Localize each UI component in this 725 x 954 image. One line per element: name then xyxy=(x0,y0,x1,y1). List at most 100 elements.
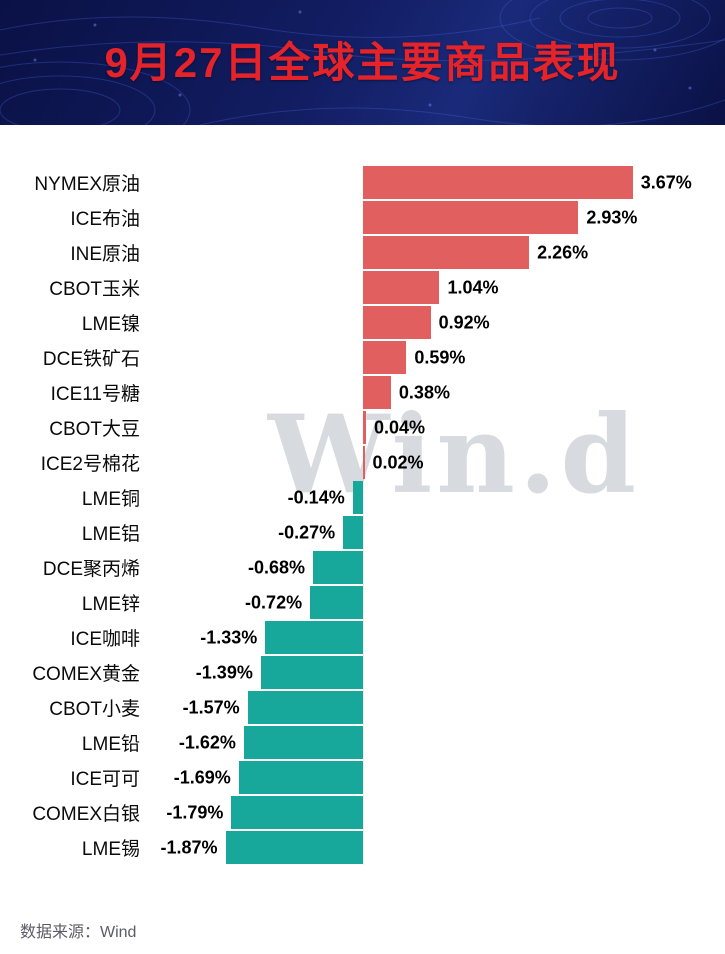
bar xyxy=(313,551,363,584)
category-label: CBOT大豆 xyxy=(49,419,140,440)
bar xyxy=(243,726,363,759)
bar xyxy=(363,201,579,234)
category-label: LME镍 xyxy=(81,314,140,335)
bar-plot: 2.93% xyxy=(150,200,725,235)
value-label: -0.27% xyxy=(278,522,336,542)
bar-plot: 0.04% xyxy=(150,410,725,445)
table-row: LME铝 -0.27% xyxy=(0,515,725,550)
wind-watermark: Win.d xyxy=(268,392,641,518)
table-row: ICE可可 -1.69% xyxy=(0,760,725,795)
bar xyxy=(238,761,363,794)
bar xyxy=(225,831,363,864)
bar-plot: -1.39% xyxy=(150,655,725,690)
category-label: CBOT小麦 xyxy=(49,699,140,720)
bar xyxy=(363,341,407,374)
table-row: ICE咖啡 -1.33% xyxy=(0,620,725,655)
category-label: NYMEX原油 xyxy=(34,174,140,195)
bar xyxy=(363,411,366,444)
bar xyxy=(363,306,431,339)
bar-plot: -1.87% xyxy=(150,830,725,865)
value-label: 0.38% xyxy=(398,382,450,402)
value-label: -0.72% xyxy=(245,592,303,612)
value-label: 2.93% xyxy=(586,207,638,227)
category-label: ICE可可 xyxy=(70,769,140,790)
header-banner: 9月27日全球主要商品表现 xyxy=(0,0,725,125)
bar-plot: -0.27% xyxy=(150,515,725,550)
table-row: COMEX白银 -1.79% xyxy=(0,795,725,830)
bar-plot: 0.59% xyxy=(150,340,725,375)
bar-plot: 0.38% xyxy=(150,375,725,410)
table-row: CBOT小麦 -1.57% xyxy=(0,690,725,725)
category-label: LME铜 xyxy=(81,489,140,510)
category-label: ICE11号糖 xyxy=(50,384,140,405)
bar-plot: -1.57% xyxy=(150,690,725,725)
value-label: -1.33% xyxy=(200,627,258,647)
bar-plot: 0.92% xyxy=(150,305,725,340)
value-label: -1.79% xyxy=(166,802,224,822)
value-label: -1.39% xyxy=(195,662,253,682)
value-label: 1.04% xyxy=(447,277,499,297)
category-label: LME锌 xyxy=(81,594,140,615)
value-label: -0.14% xyxy=(287,487,345,507)
value-label: -1.87% xyxy=(160,837,218,857)
bar-plot: 1.04% xyxy=(150,270,725,305)
bar-plot: -1.69% xyxy=(150,760,725,795)
table-row: DCE聚丙烯 -0.68% xyxy=(0,550,725,585)
bar-rows: NYMEX原油 3.67% ICE布油 2.93% INE原油 2.26% CB… xyxy=(0,165,725,865)
zero-axis-line xyxy=(363,165,364,865)
value-label: 0.92% xyxy=(438,312,490,332)
category-label: ICE2号棉花 xyxy=(40,454,140,475)
value-label: -1.69% xyxy=(173,767,231,787)
bar-plot: 3.67% xyxy=(150,165,725,200)
category-label: DCE聚丙烯 xyxy=(42,559,140,580)
header-pattern xyxy=(0,0,725,125)
bar xyxy=(363,236,530,269)
table-row: LME锡 -1.87% xyxy=(0,830,725,865)
bar-plot: 2.26% xyxy=(150,235,725,270)
table-row: COMEX黄金 -1.39% xyxy=(0,655,725,690)
value-label: -1.62% xyxy=(178,732,236,752)
value-label: 0.02% xyxy=(372,452,424,472)
bar xyxy=(231,796,363,829)
category-label: LME锡 xyxy=(81,839,140,860)
table-row: LME锌 -0.72% xyxy=(0,585,725,620)
category-label: LME铝 xyxy=(81,524,140,545)
category-label: DCE铁矿石 xyxy=(42,349,140,370)
table-row: CBOT大豆 0.04% xyxy=(0,410,725,445)
bar xyxy=(247,691,363,724)
table-row: INE原油 2.26% xyxy=(0,235,725,270)
table-row: LME镍 0.92% xyxy=(0,305,725,340)
category-label: COMEX黄金 xyxy=(32,664,140,685)
value-label: 3.67% xyxy=(640,172,692,192)
bar-plot: -1.79% xyxy=(150,795,725,830)
bar-plot: -0.14% xyxy=(150,480,725,515)
bar xyxy=(363,376,391,409)
data-source: 数据来源：Wind xyxy=(20,924,137,941)
category-label: COMEX白银 xyxy=(32,804,140,825)
page-title: 9月27日全球主要商品表现 xyxy=(104,39,621,86)
table-row: ICE11号糖 0.38% xyxy=(0,375,725,410)
bar xyxy=(363,166,633,199)
category-label: ICE布油 xyxy=(70,209,140,230)
bar xyxy=(265,621,363,654)
value-label: -1.57% xyxy=(182,697,240,717)
bar-plot: -0.68% xyxy=(150,550,725,585)
bar-plot: -0.72% xyxy=(150,585,725,620)
bar xyxy=(352,481,363,514)
bar-chart: NYMEX原油 3.67% ICE布油 2.93% INE原油 2.26% CB… xyxy=(0,165,725,865)
table-row: DCE铁矿石 0.59% xyxy=(0,340,725,375)
bar xyxy=(363,271,440,304)
table-row: CBOT玉米 1.04% xyxy=(0,270,725,305)
bar xyxy=(310,586,363,619)
category-label: CBOT玉米 xyxy=(49,279,140,300)
bar xyxy=(343,516,363,549)
bar xyxy=(363,446,365,479)
table-row: LME铜 -0.14% xyxy=(0,480,725,515)
value-label: 2.26% xyxy=(537,242,589,262)
table-row: LME铅 -1.62% xyxy=(0,725,725,760)
value-label: 0.04% xyxy=(373,417,425,437)
category-label: INE原油 xyxy=(70,244,140,265)
table-row: ICE2号棉花 0.02% xyxy=(0,445,725,480)
bar-plot: 0.02% xyxy=(150,445,725,480)
